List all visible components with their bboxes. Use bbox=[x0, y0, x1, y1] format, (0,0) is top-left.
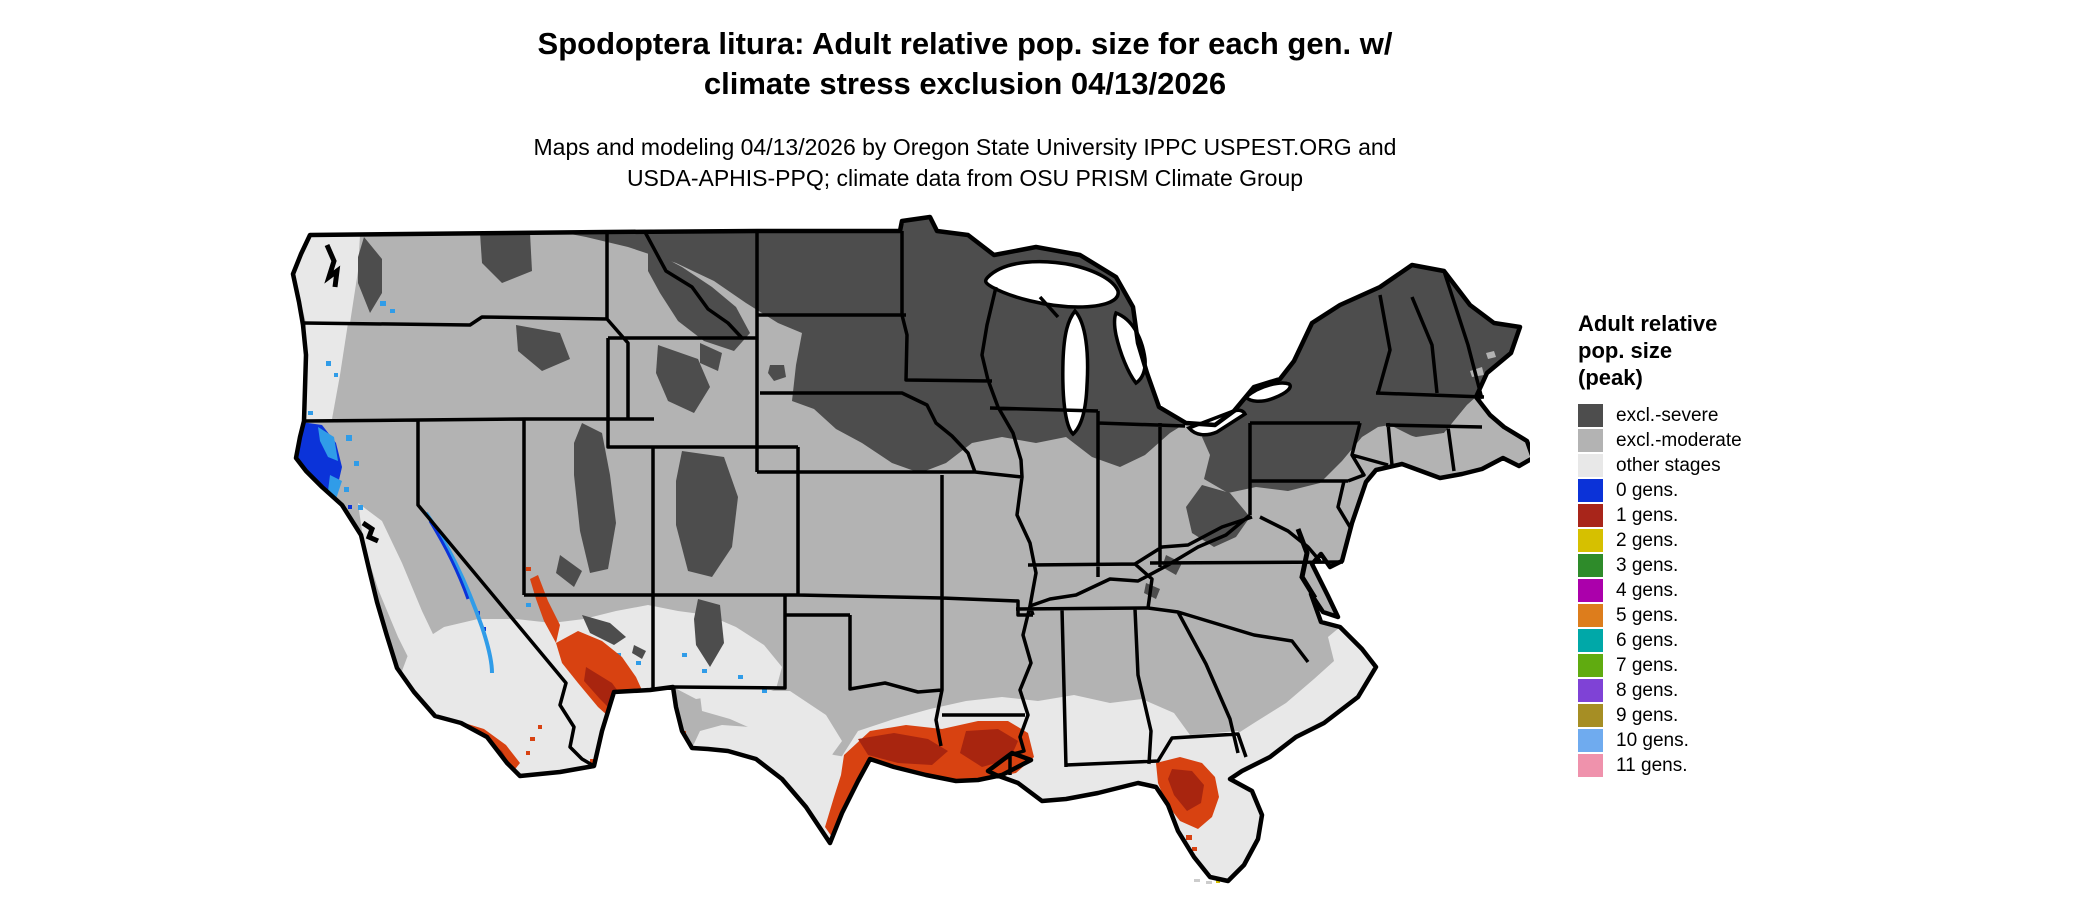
legend-row-gen-9: 9 gens. bbox=[1578, 703, 1808, 728]
lake-huron bbox=[1112, 310, 1147, 386]
legend-label: 8 gens. bbox=[1616, 680, 1679, 701]
legend-swatch bbox=[1578, 754, 1603, 777]
lake-ontario bbox=[1243, 381, 1292, 403]
lake-superior bbox=[983, 259, 1120, 309]
legend-swatch bbox=[1578, 454, 1603, 477]
legend-swatch bbox=[1578, 404, 1603, 427]
legend-swatch bbox=[1578, 604, 1603, 627]
page-title-line-1: Spodoptera litura: Adult relative pop. s… bbox=[537, 26, 1393, 61]
legend-row-gen-10: 10 gens. bbox=[1578, 728, 1808, 753]
san-francisco-bay bbox=[361, 520, 380, 544]
us-map bbox=[230, 175, 1536, 892]
legend-row-gen-8: 8 gens. bbox=[1578, 678, 1808, 703]
legend-label: 7 gens. bbox=[1616, 655, 1679, 676]
legend-row-gen-0: 0 gens. bbox=[1578, 478, 1808, 503]
legend-swatch bbox=[1578, 629, 1603, 652]
legend-label: 5 gens. bbox=[1616, 605, 1679, 626]
sierra-foothill-blue-arc bbox=[424, 511, 494, 674]
legend-label: 6 gens. bbox=[1616, 630, 1679, 651]
legend-swatch bbox=[1578, 479, 1603, 502]
legend-label: other stages bbox=[1616, 455, 1721, 476]
legend-swatch bbox=[1578, 504, 1603, 527]
us-outline bbox=[290, 214, 1536, 884]
legend-swatch bbox=[1578, 554, 1603, 577]
legend-row-gen-2: 2 gens. bbox=[1578, 528, 1808, 553]
sierra-foothill-darkblue-arc bbox=[428, 520, 470, 600]
us-map-svg bbox=[290, 214, 1536, 884]
legend-label: excl.-moderate bbox=[1616, 430, 1742, 451]
page-title-line-2: climate stress exclusion 04/13/2026 bbox=[703, 66, 1227, 101]
legend-row-gen-3: 3 gens. bbox=[1578, 553, 1808, 578]
legend-swatch bbox=[1578, 579, 1603, 602]
puget-sound bbox=[324, 243, 341, 288]
legend-swatch bbox=[1578, 654, 1603, 677]
legend-row-gen-11: 11 gens. bbox=[1578, 753, 1808, 778]
legend-row-gen-6: 6 gens. bbox=[1578, 628, 1808, 653]
legend-row-other-stages: other stages bbox=[1578, 453, 1808, 478]
legend-label: 0 gens. bbox=[1616, 480, 1679, 501]
subtitle-line-2: USDA-APHIS-PPQ; climate data from OSU PR… bbox=[626, 165, 1304, 191]
legend-label: 1 gens. bbox=[1616, 505, 1679, 526]
state-borders bbox=[303, 231, 1485, 775]
map-subtitle: Maps and modeling 04/13/2026 by Oregon S… bbox=[190, 132, 1740, 194]
legend-label: 11 gens. bbox=[1616, 755, 1688, 776]
legend-row-excl-severe: excl.-severe bbox=[1578, 403, 1808, 428]
legend-row-excl-moderate: excl.-moderate bbox=[1578, 428, 1808, 453]
legend-label: excl.-severe bbox=[1616, 405, 1719, 426]
legend-row-gen-5: 5 gens. bbox=[1578, 603, 1808, 628]
legend-swatch bbox=[1578, 729, 1603, 752]
legend-label: 4 gens. bbox=[1616, 580, 1679, 601]
legend-swatch bbox=[1578, 679, 1603, 702]
map-header: Spodoptera litura: Adult relative pop. s… bbox=[190, 24, 1740, 194]
subtitle-line-1: Maps and modeling 04/13/2026 by Oregon S… bbox=[533, 134, 1397, 160]
legend-label: 3 gens. bbox=[1616, 555, 1679, 576]
legend-swatch bbox=[1578, 529, 1603, 552]
legend-swatch bbox=[1578, 429, 1603, 452]
legend-title: Adult relative pop. size (peak) bbox=[1578, 311, 1718, 390]
legend-swatch bbox=[1578, 704, 1603, 727]
legend-row-gen-1: 1 gens. bbox=[1578, 503, 1808, 528]
legend-label: 9 gens. bbox=[1616, 705, 1679, 726]
legend-label: 10 gens. bbox=[1616, 730, 1689, 751]
legend-row-gen-7: 7 gens. bbox=[1578, 653, 1808, 678]
legend-row-gen-4: 4 gens. bbox=[1578, 578, 1808, 603]
legend-items: excl.-severe excl.-moderate other stages… bbox=[1578, 403, 1808, 778]
map-legend: Adult relative pop. size (peak) excl.-se… bbox=[1578, 310, 1808, 778]
lake-michigan bbox=[1061, 308, 1090, 437]
legend-label: 2 gens. bbox=[1616, 530, 1679, 551]
